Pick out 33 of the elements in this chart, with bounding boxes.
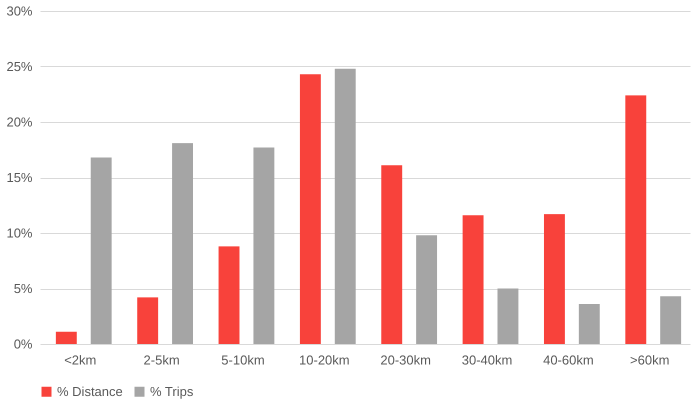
legend-label: % Distance bbox=[57, 384, 123, 399]
y-tick-label: 15% bbox=[6, 170, 33, 185]
y-tick-label: 20% bbox=[6, 114, 33, 130]
x-tick-label: 2-5km bbox=[144, 352, 180, 368]
y-tick-label: 5% bbox=[14, 281, 33, 296]
y-tick-label: 10% bbox=[6, 226, 33, 240]
x-tick-label: 5-10km bbox=[221, 352, 265, 368]
bar bbox=[218, 246, 240, 344]
bar bbox=[137, 297, 158, 344]
x-tick-label: 20-30km bbox=[380, 352, 431, 368]
y-tick-label: 0% bbox=[14, 336, 33, 352]
bar bbox=[578, 304, 600, 344]
x-tick-label: 40-60km bbox=[543, 352, 594, 368]
bar bbox=[90, 158, 112, 344]
x-tick-label: 10-20km bbox=[299, 352, 350, 368]
bar bbox=[544, 214, 565, 344]
legend-label: % Trips bbox=[150, 384, 194, 399]
x-tick-label: >60km bbox=[630, 352, 670, 368]
y-tick-label: 25% bbox=[6, 59, 33, 74]
bar bbox=[381, 165, 402, 344]
bar bbox=[462, 215, 484, 344]
bar bbox=[253, 148, 274, 344]
bar bbox=[334, 68, 356, 344]
x-tick-label: <2km bbox=[64, 352, 96, 368]
y-tick-label: 30% bbox=[6, 4, 33, 18]
bar bbox=[660, 296, 682, 344]
bar bbox=[172, 143, 193, 344]
bar bbox=[497, 288, 518, 344]
bar bbox=[56, 332, 77, 344]
bar bbox=[625, 95, 646, 344]
x-tick-label: 30-40km bbox=[462, 352, 512, 368]
bar bbox=[416, 235, 438, 344]
bar bbox=[300, 74, 321, 344]
